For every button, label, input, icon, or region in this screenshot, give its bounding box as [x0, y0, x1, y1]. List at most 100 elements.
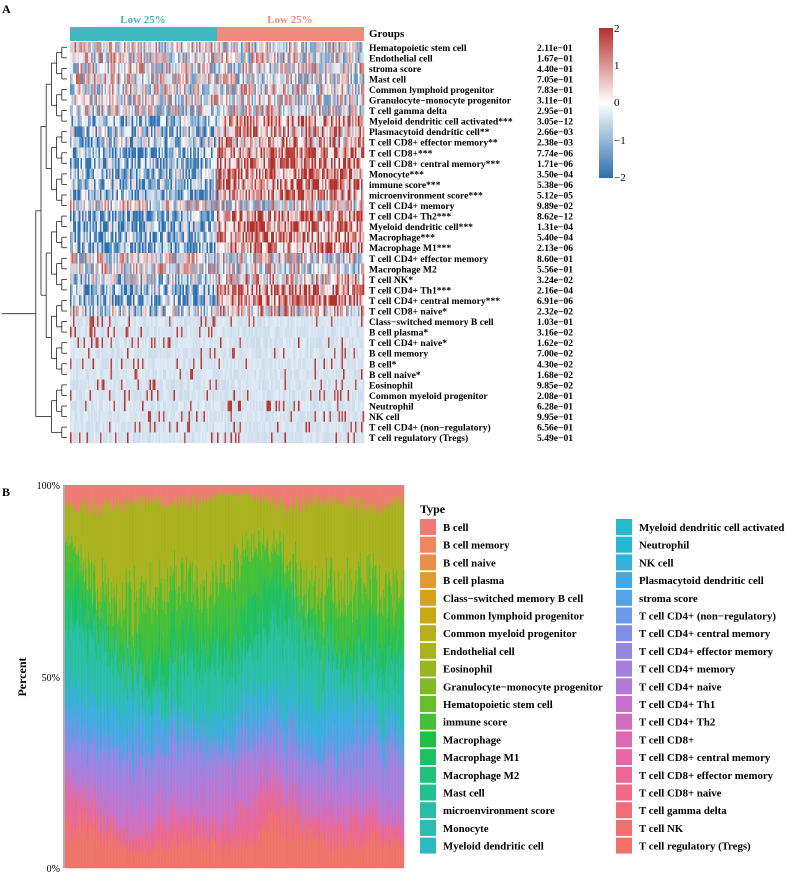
heatmap-cell	[287, 42, 290, 53]
heatmap-cell	[94, 105, 96, 117]
heatmap-cell	[197, 126, 200, 138]
heatmap-cell	[296, 231, 299, 243]
heatmap-cell	[236, 253, 239, 264]
heatmap-cell	[265, 221, 267, 233]
heatmap-cell	[173, 84, 176, 95]
heatmap-cell	[275, 253, 278, 264]
heatmap-cell	[283, 84, 285, 95]
heatmap-cell	[194, 63, 197, 74]
heatmap-cell	[211, 295, 213, 306]
heatmap-cell	[302, 136, 305, 148]
heatmap-cell	[322, 115, 324, 127]
heatmap-cell	[239, 253, 242, 264]
heatmap-cell	[190, 147, 192, 159]
heatmap-cell	[323, 274, 326, 285]
heatmap-cell	[175, 200, 177, 211]
heatmap-cell	[226, 126, 228, 138]
heatmap-cell	[131, 136, 134, 148]
heatmap-cell	[182, 105, 185, 117]
heatmap-cell	[256, 274, 258, 285]
heatmap-cell	[358, 105, 360, 117]
heatmap-cell	[94, 84, 96, 95]
heatmap-cell	[295, 231, 297, 243]
heatmap-cell	[142, 263, 144, 275]
heatmap-cell	[358, 94, 360, 106]
heatmap-cell	[269, 231, 272, 243]
heatmap-cell	[121, 284, 123, 296]
heatmap-cell	[335, 105, 338, 117]
heatmap-cell	[92, 73, 95, 85]
heatmap-cell	[275, 231, 278, 243]
heatmap-cell	[158, 200, 161, 211]
heatmap-cell	[235, 295, 237, 306]
heatmap-cell	[247, 63, 249, 74]
heatmap-cell	[325, 136, 327, 148]
heatmap-cell	[358, 42, 360, 53]
heatmap-cell	[241, 210, 243, 222]
heatmap-cell	[134, 63, 137, 74]
heatmap-cell	[224, 221, 227, 233]
heatmap-cell	[227, 136, 230, 148]
heatmap-cell	[235, 263, 237, 275]
heatmap-cell	[74, 168, 77, 180]
heatmap-cell	[259, 73, 261, 85]
heatmap-cell	[148, 84, 150, 95]
heatmap-cell	[146, 115, 149, 127]
heatmap-cell	[164, 263, 167, 275]
heatmap-cell	[355, 158, 357, 169]
heatmap-cell	[124, 200, 126, 211]
heatmap-cell	[139, 179, 141, 190]
heatmap-cell	[335, 242, 338, 254]
heatmap-cell	[323, 115, 326, 127]
heatmap-cell	[298, 179, 300, 190]
heatmap-cell	[278, 52, 281, 64]
heatmap-cell	[299, 147, 302, 159]
heatmap-cell	[313, 263, 315, 275]
heatmap-cell	[193, 73, 195, 85]
heatmap-cell	[169, 274, 171, 285]
heatmap-cell	[139, 158, 141, 169]
heatmap-cell	[148, 253, 150, 264]
heatmap-cell	[110, 253, 113, 264]
heatmap-cell	[104, 231, 107, 243]
heatmap-cell	[338, 136, 341, 148]
heatmap-cell	[91, 242, 93, 254]
heatmap-cell	[304, 126, 306, 138]
heatmap-cell	[341, 253, 344, 264]
heatmap-cell	[136, 42, 138, 53]
heatmap-cell	[149, 242, 152, 254]
heatmap-cell	[71, 284, 74, 296]
heatmap-cell	[160, 136, 162, 148]
heatmap-cell	[274, 274, 276, 285]
heatmap-cell	[323, 200, 326, 211]
heatmap-cell	[304, 253, 306, 264]
heatmap-cell	[160, 253, 162, 264]
heatmap-cell	[331, 274, 333, 285]
heatmap-cell	[223, 295, 225, 306]
heatmap-cell	[142, 136, 144, 148]
heatmap-cell	[337, 52, 339, 64]
heatmap-cell	[203, 210, 206, 222]
heatmap-cell	[329, 179, 332, 190]
heatmap-cell	[100, 126, 102, 138]
heatmap-cell	[172, 136, 174, 148]
heatmap-cell	[140, 295, 143, 306]
heatmap-cell	[350, 115, 353, 127]
heatmap-cell	[149, 263, 152, 275]
heatmap-cell	[298, 242, 300, 254]
heatmap-cell	[184, 52, 186, 64]
heatmap-cell	[185, 136, 188, 148]
heatmap-cell	[152, 105, 155, 117]
heatmap-cell	[326, 73, 329, 85]
heatmap-cell	[187, 242, 189, 254]
heatmap-cell	[89, 263, 92, 275]
heatmap-cell	[260, 200, 263, 211]
heatmap-cell	[239, 63, 242, 74]
heatmap-cell	[208, 52, 210, 64]
heatmap-cell	[257, 263, 260, 275]
heatmap-cell	[209, 189, 212, 201]
heatmap-cell	[191, 295, 194, 306]
heatmap-cell	[275, 115, 278, 127]
heatmap-cell	[337, 189, 339, 201]
heatmap-cell	[350, 73, 353, 85]
